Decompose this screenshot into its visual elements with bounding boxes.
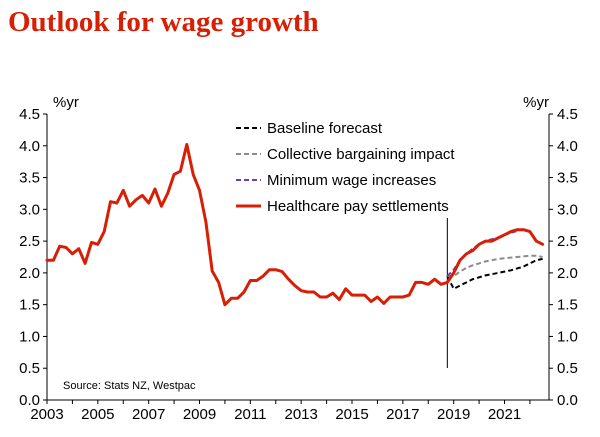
left-y-tick-label: 2.0	[19, 265, 40, 282]
right-y-axis-unit: %yr	[523, 94, 549, 111]
right-y-tick-label: 1.5	[557, 297, 578, 314]
left-y-tick-label: 1.5	[19, 297, 40, 314]
left-y-tick-label: 0.5	[19, 360, 40, 377]
left-y-axis-ticks: 0.0 0.5 1.0 1.5 2.0 2.5 3.0 3.5 4.0 4.5	[19, 106, 47, 409]
right-y-tick-label: 3.0	[557, 201, 578, 218]
right-y-tick-label: 1.0	[557, 328, 578, 345]
right-y-axis-ticks: 0.0 0.5 1.0 1.5 2.0 2.5 3.0 3.5 4.0 4.5	[549, 106, 578, 409]
series-line-healthcare-pay-settlements	[45, 143, 545, 307]
series-line-baseline-forecast	[446, 257, 543, 290]
left-y-tick-label: 3.0	[19, 201, 40, 218]
x-tick-label: 2021	[488, 406, 521, 423]
legend-label: Baseline forecast	[267, 120, 383, 137]
source-prefix: Source:	[63, 380, 101, 392]
x-tick-label: 2015	[335, 406, 368, 423]
right-y-tick-label: 2.0	[557, 265, 578, 282]
right-y-tick-label: 0.5	[557, 360, 578, 377]
x-tick-label: 2009	[183, 406, 216, 423]
left-y-tick-label: 2.5	[19, 233, 40, 250]
chart-axes	[46, 114, 550, 401]
x-tick-label: 2003	[30, 406, 63, 423]
x-tick-label: 2013	[284, 406, 317, 423]
left-y-tick-label: 4.5	[19, 106, 40, 123]
legend-label: Healthcare pay settlements	[267, 198, 449, 215]
x-tick-label: 2011	[234, 406, 266, 423]
series-line-collective-bargaining-impact	[447, 254, 543, 278]
source-note: Stats NZ, Westpac	[104, 380, 196, 392]
right-y-tick-label: 0.0	[557, 392, 578, 409]
right-y-tick-label: 4.5	[557, 106, 578, 123]
legend-label: Collective bargaining impact	[267, 146, 455, 163]
page-title: Outlook for wage growth	[8, 6, 319, 38]
right-y-tick-label: 3.5	[557, 170, 578, 187]
x-tick-label: 2017	[386, 406, 419, 423]
left-y-tick-label: 1.0	[19, 328, 40, 345]
x-tick-label: 2005	[81, 406, 114, 423]
left-y-tick-label: 0.0	[19, 392, 40, 409]
chart-series	[45, 143, 545, 307]
left-y-axis-unit: %yr	[53, 94, 79, 111]
chart-legend: Baseline forecast Collective bargaining i…	[236, 120, 455, 215]
series-line-minimum-wage-increases	[446, 229, 518, 277]
legend-label: Minimum wage increases	[267, 172, 436, 189]
x-tick-label: 2007	[132, 406, 165, 423]
left-y-tick-label: 4.0	[19, 138, 40, 155]
x-axis-ticks: 2003 2005 2007 2009 2011 2013 2015 2017 2019 2021	[30, 400, 531, 423]
x-tick-label: 2019	[437, 406, 470, 423]
right-y-tick-label: 2.5	[557, 233, 578, 250]
left-y-tick-label: 3.5	[19, 170, 40, 187]
right-y-tick-label: 4.0	[557, 138, 578, 155]
